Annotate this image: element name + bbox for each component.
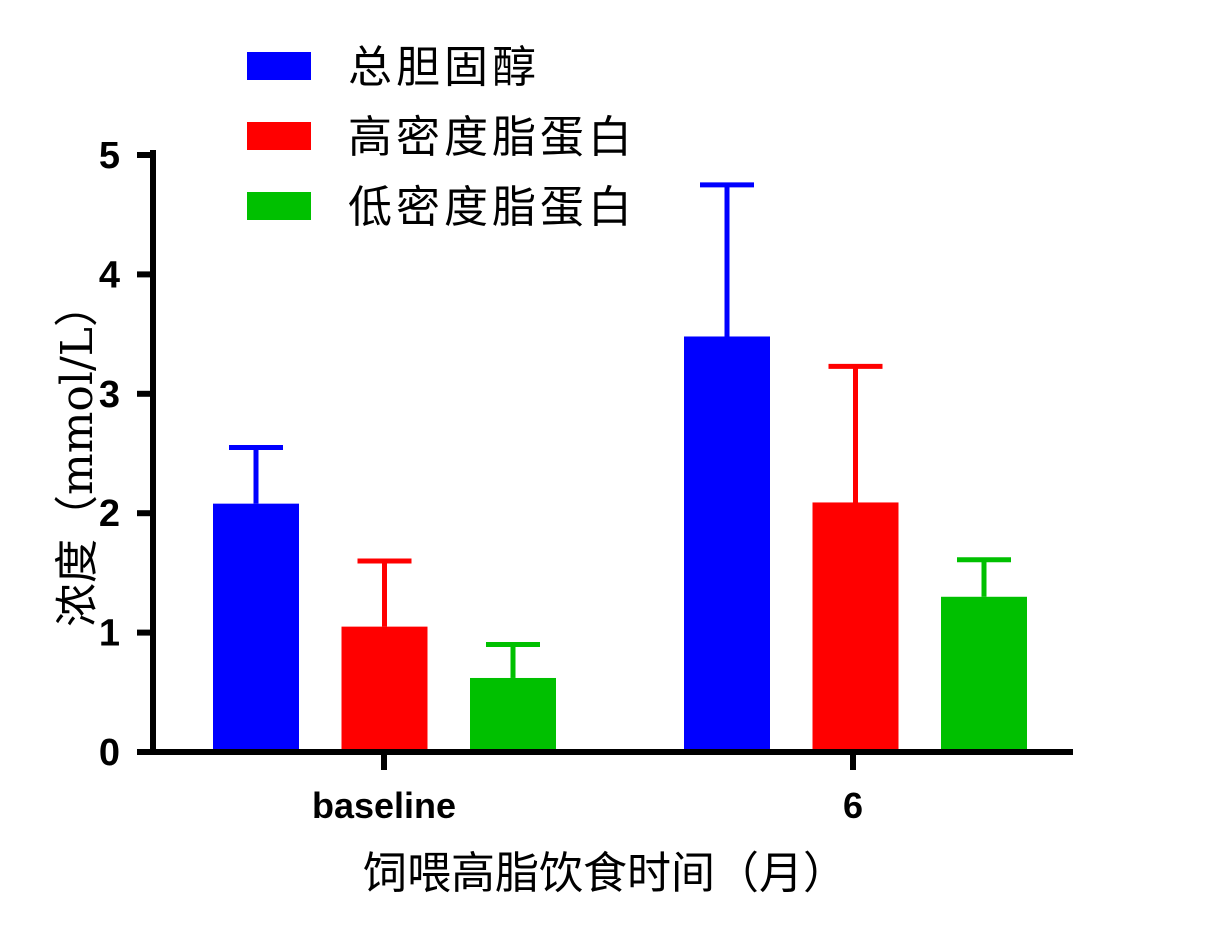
x-tick-label: 6 [843,785,863,826]
y-axis-title: 浓度（mmol/L） [52,283,103,627]
y-tick-label: 5 [99,135,120,177]
legend-swatch-1 [247,52,311,80]
bar-3-baseline [470,677,556,752]
y-tick-label: 3 [99,374,120,416]
bar-2-baseline [341,626,428,752]
y-tick-label: 0 [99,732,120,774]
legend-swatch-2 [247,122,311,150]
legend-label-1: 总胆固醇 [348,42,540,93]
bar-2-6 [812,502,899,752]
y-ticks: 0 1 2 3 4 5 [99,135,153,774]
y-tick-label: 4 [99,254,120,296]
legend-label-3: 低密度脂蛋白 [348,182,636,233]
bar-1-baseline [213,503,299,752]
x-tick-label: baseline [312,785,456,826]
error-bars [229,182,1011,678]
bar-3-6 [941,596,1027,752]
axes [150,150,1073,755]
legend-label-2: 高密度脂蛋白 [348,112,636,163]
bar-1-6 [684,336,770,752]
bars [213,336,1027,752]
x-ticks: baseline 6 [312,752,863,826]
y-tick-label: 2 [99,493,120,535]
y-tick-label: 1 [99,613,120,655]
x-axis-title: 饲喂高脂饮食时间（月） [363,848,847,899]
legend-swatch-3 [247,192,311,220]
